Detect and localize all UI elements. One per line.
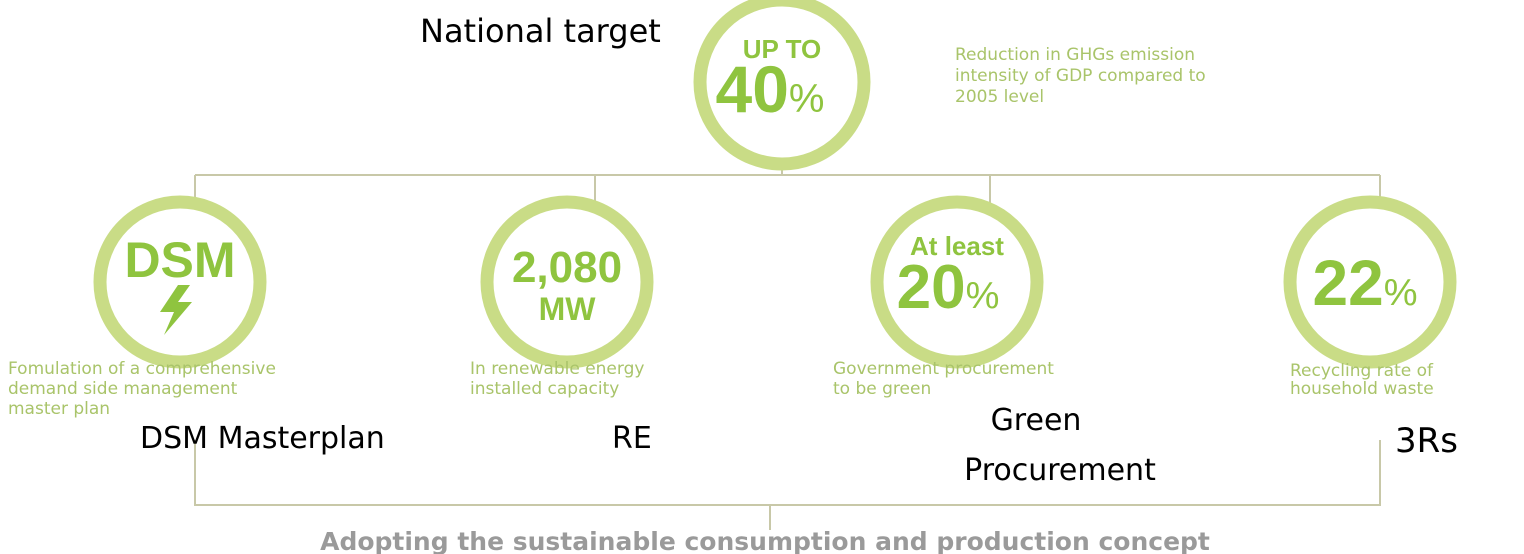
target-desc: demand side management — [8, 379, 238, 399]
target-desc: Government procurement — [833, 359, 1054, 379]
top-desc: Reduction in GHGs emission — [955, 45, 1195, 65]
target-desc: Fomulation of a comprehensive — [8, 359, 276, 379]
ring — [480, 195, 654, 369]
target-text: MW — [539, 291, 597, 327]
top-heading: UP TO — [743, 34, 822, 64]
label: DSM Masterplan — [140, 421, 385, 456]
target-desc: to be green — [833, 379, 931, 399]
label: RE — [612, 421, 652, 456]
label: Procurement — [964, 453, 1156, 488]
top-ring — [693, 0, 871, 171]
ring — [870, 195, 1044, 369]
label: Green — [991, 403, 1082, 438]
target-desc: Recycling rate of — [1290, 361, 1434, 381]
top-value: 40% — [716, 52, 825, 126]
ring — [1283, 195, 1457, 369]
title: National target — [420, 12, 661, 50]
target-text: DSM — [124, 232, 235, 288]
top-desc: 2005 level — [955, 87, 1044, 107]
target-text: 20% — [897, 253, 1000, 322]
footer: Adopting the sustainable consumption and… — [320, 527, 1210, 554]
top-desc: intensity of GDP compared to — [955, 66, 1206, 86]
target-text: 2,080 — [512, 243, 622, 292]
target-text: 22% — [1313, 247, 1418, 319]
label: 3Rs — [1395, 421, 1458, 461]
target-desc: In renewable energy — [470, 359, 644, 379]
target-desc: household waste — [1290, 379, 1434, 399]
target-desc: master plan — [8, 399, 110, 419]
bolt-icon — [160, 285, 192, 335]
connectors — [194, 165, 1381, 530]
target-text: At least — [910, 231, 1004, 261]
ring — [93, 195, 267, 369]
target-desc: installed capacity — [470, 379, 619, 399]
